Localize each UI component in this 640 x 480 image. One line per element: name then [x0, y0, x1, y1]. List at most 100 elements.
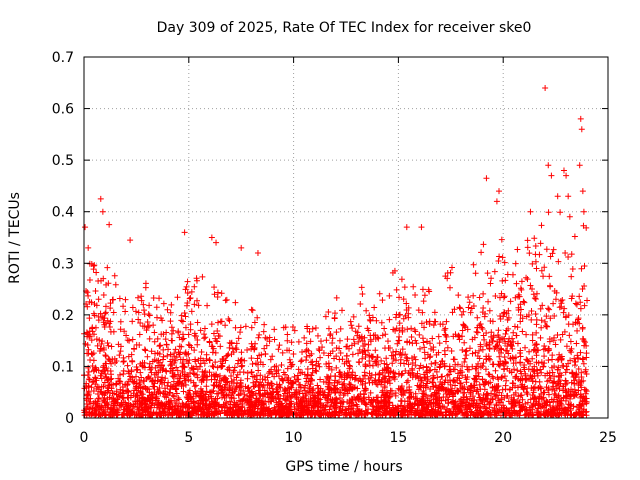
- data-point: [441, 363, 448, 370]
- data-point: [300, 394, 307, 401]
- data-point: [404, 339, 411, 346]
- data-point: [146, 360, 153, 367]
- data-point: [199, 401, 206, 408]
- data-point: [577, 394, 584, 401]
- data-point: [252, 382, 259, 389]
- data-point: [432, 395, 439, 402]
- data-point: [218, 404, 225, 411]
- data-point: [107, 305, 114, 312]
- data-point-outlier: [181, 229, 188, 236]
- data-point: [512, 260, 519, 267]
- data-point: [559, 362, 566, 369]
- data-point: [175, 329, 182, 336]
- data-point: [526, 250, 533, 257]
- data-point: [583, 408, 590, 415]
- data-point: [187, 295, 194, 302]
- data-point: [201, 325, 208, 332]
- data-point: [351, 340, 358, 347]
- data-point: [159, 317, 166, 324]
- data-point: [567, 338, 574, 345]
- data-point: [188, 308, 195, 315]
- data-point: [426, 288, 433, 295]
- data-point: [149, 358, 156, 365]
- data-point: [92, 399, 99, 406]
- data-point: [336, 337, 343, 344]
- data-point: [524, 244, 531, 251]
- data-point: [232, 324, 239, 331]
- data-point: [393, 286, 400, 293]
- data-point: [258, 351, 265, 358]
- data-point: [457, 305, 464, 312]
- data-point: [508, 404, 515, 411]
- data-point: [208, 372, 215, 379]
- data-point: [378, 381, 385, 388]
- data-point: [476, 347, 483, 354]
- data-point: [362, 380, 369, 387]
- data-point: [489, 396, 496, 403]
- data-point: [376, 290, 383, 297]
- data-point: [371, 377, 378, 384]
- x-axis-label: GPS time / hours: [285, 459, 402, 475]
- data-point: [402, 367, 409, 374]
- data-point: [391, 373, 398, 380]
- data-point: [348, 400, 355, 407]
- data-point: [361, 341, 368, 348]
- data-point: [202, 368, 209, 375]
- data-point: [374, 354, 381, 361]
- data-point: [527, 396, 534, 403]
- data-point: [442, 377, 449, 384]
- data-point: [581, 386, 588, 393]
- data-point: [98, 341, 105, 348]
- data-point: [521, 299, 528, 306]
- data-point: [529, 331, 536, 338]
- data-point: [535, 411, 542, 418]
- data-point: [286, 356, 293, 363]
- data-point: [575, 387, 582, 394]
- data-point: [297, 358, 304, 365]
- data-point: [502, 382, 509, 389]
- data-point: [523, 331, 530, 338]
- data-point: [474, 324, 481, 331]
- data-point: [294, 376, 301, 383]
- data-point: [560, 309, 567, 316]
- data-point: [240, 387, 247, 394]
- data-point: [128, 351, 135, 358]
- data-point: [332, 399, 339, 406]
- data-point: [113, 381, 120, 388]
- data-point: [359, 355, 366, 362]
- data-point: [495, 257, 502, 264]
- data-point: [183, 357, 190, 364]
- data-point: [137, 320, 144, 327]
- data-point: [464, 386, 471, 393]
- data-point: [558, 372, 565, 379]
- data-point: [184, 289, 191, 296]
- data-point: [218, 290, 225, 297]
- data-point: [322, 313, 329, 320]
- data-point: [179, 318, 186, 325]
- data-point-outlier: [577, 115, 584, 122]
- data-point: [244, 375, 251, 382]
- data-point: [397, 360, 404, 367]
- data-point: [468, 305, 475, 312]
- data-point-outlier: [576, 162, 583, 169]
- data-point: [381, 379, 388, 386]
- data-point: [89, 363, 96, 370]
- data-point: [214, 327, 221, 334]
- data-point: [445, 396, 452, 403]
- data-point: [94, 342, 101, 349]
- data-point: [504, 316, 511, 323]
- data-point: [537, 305, 544, 312]
- data-point: [141, 407, 148, 414]
- data-point: [572, 373, 579, 380]
- data-point: [421, 404, 428, 411]
- data-point: [427, 401, 434, 408]
- data-point: [229, 409, 236, 416]
- data-point: [420, 393, 427, 400]
- data-point: [580, 337, 587, 344]
- data-point: [108, 343, 115, 350]
- data-point: [303, 378, 310, 385]
- data-point: [484, 408, 491, 415]
- data-point: [487, 399, 494, 406]
- data-point: [352, 397, 359, 404]
- data-point: [324, 410, 331, 417]
